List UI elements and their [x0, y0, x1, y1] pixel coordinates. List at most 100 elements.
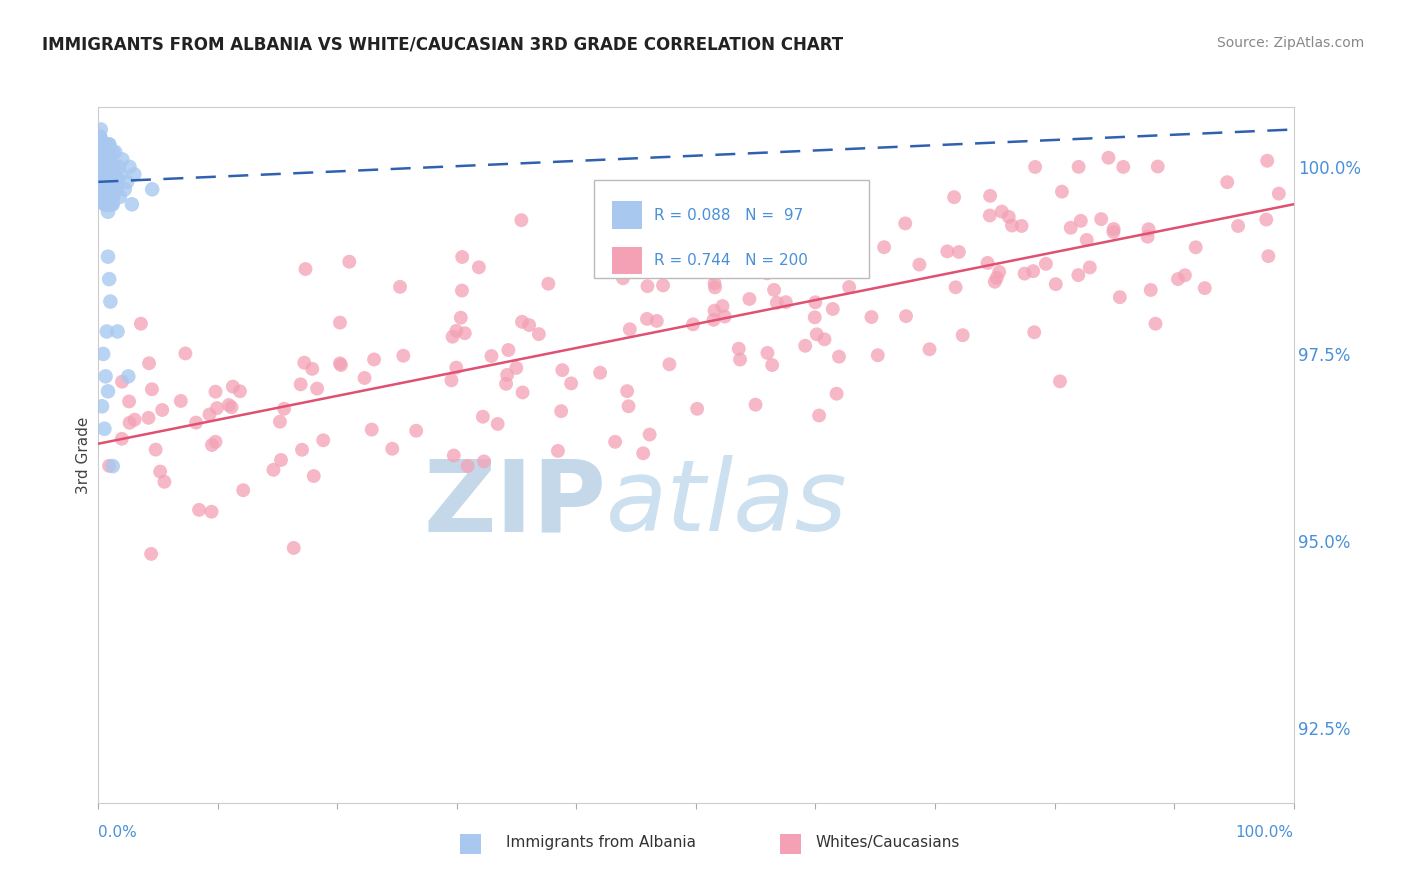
Point [1136, 229, 1159, 244]
Text: R = 0.088   N =  97: R = 0.088 N = 97 [654, 208, 803, 223]
Point [738, 250, 761, 264]
Point [908, 258, 931, 272]
Point [828, 350, 851, 364]
Text: atlas: atlas [606, 455, 848, 552]
Point [619, 322, 641, 336]
Point [329, 316, 352, 330]
Point [1137, 222, 1160, 236]
Point [98, 197, 121, 211]
Point [979, 189, 1001, 203]
Point [405, 424, 427, 438]
Point [768, 192, 790, 206]
Point [1257, 249, 1279, 263]
Point [205, 401, 228, 416]
Point [101, 190, 124, 204]
Point [551, 363, 574, 377]
Point [756, 346, 779, 360]
Point [229, 384, 252, 399]
Point [100, 175, 122, 189]
Point [360, 423, 382, 437]
Text: Immigrants from Albania: Immigrants from Albania [506, 836, 696, 850]
Point [997, 210, 1019, 224]
Point [1067, 160, 1090, 174]
Point [129, 317, 152, 331]
Point [111, 153, 134, 167]
Point [873, 240, 896, 254]
Point [468, 260, 491, 275]
Point [283, 541, 305, 555]
Point [1268, 186, 1291, 201]
Point [787, 230, 810, 244]
Point [1112, 160, 1135, 174]
Bar [613, 202, 643, 229]
Point [616, 384, 638, 398]
Point [454, 326, 477, 341]
Point [703, 277, 725, 291]
Point [821, 301, 844, 316]
Point [97, 204, 120, 219]
Point [451, 284, 474, 298]
Point [866, 348, 889, 362]
Point [124, 413, 146, 427]
Point [443, 449, 465, 463]
Point [702, 267, 724, 281]
Point [1070, 214, 1092, 228]
Point [114, 182, 136, 196]
Point [1035, 257, 1057, 271]
Point [91, 160, 114, 174]
Point [765, 255, 787, 269]
Point [1076, 233, 1098, 247]
Point [90, 122, 112, 136]
Point [141, 182, 163, 196]
Point [273, 401, 295, 416]
Point [89, 137, 111, 152]
Text: 100.0%: 100.0% [1236, 825, 1294, 840]
Point [609, 260, 631, 274]
Point [91, 153, 114, 167]
Point [302, 469, 325, 483]
Point [93, 167, 115, 181]
Point [776, 246, 799, 260]
Point [96, 190, 118, 204]
Point [98, 294, 122, 309]
Point [794, 228, 817, 243]
Point [1014, 267, 1036, 281]
Point [1001, 219, 1024, 233]
Point [517, 318, 540, 332]
Point [686, 401, 709, 416]
Point [101, 167, 124, 181]
Point [1045, 277, 1067, 292]
Point [93, 190, 115, 204]
Point [198, 408, 221, 422]
Point [669, 244, 692, 259]
Point [481, 349, 503, 363]
Point [713, 310, 735, 324]
Point [107, 175, 129, 189]
Point [232, 483, 254, 498]
Point [94, 190, 117, 204]
Point [1024, 325, 1046, 339]
Point [91, 167, 114, 181]
Point [918, 343, 941, 357]
Point [312, 434, 335, 448]
Point [1139, 283, 1161, 297]
Point [184, 416, 207, 430]
Point [804, 240, 827, 254]
Point [96, 160, 118, 174]
Point [813, 332, 835, 346]
Point [91, 347, 114, 361]
Point [153, 475, 176, 489]
Point [200, 505, 222, 519]
Point [103, 190, 125, 204]
Point [846, 224, 869, 238]
Point [150, 403, 173, 417]
Point [894, 216, 917, 230]
Point [98, 182, 122, 196]
Point [498, 343, 520, 357]
Point [204, 434, 226, 449]
Point [141, 382, 163, 396]
Point [93, 182, 115, 196]
Point [105, 167, 128, 181]
Point [89, 130, 111, 145]
Point [851, 214, 873, 228]
